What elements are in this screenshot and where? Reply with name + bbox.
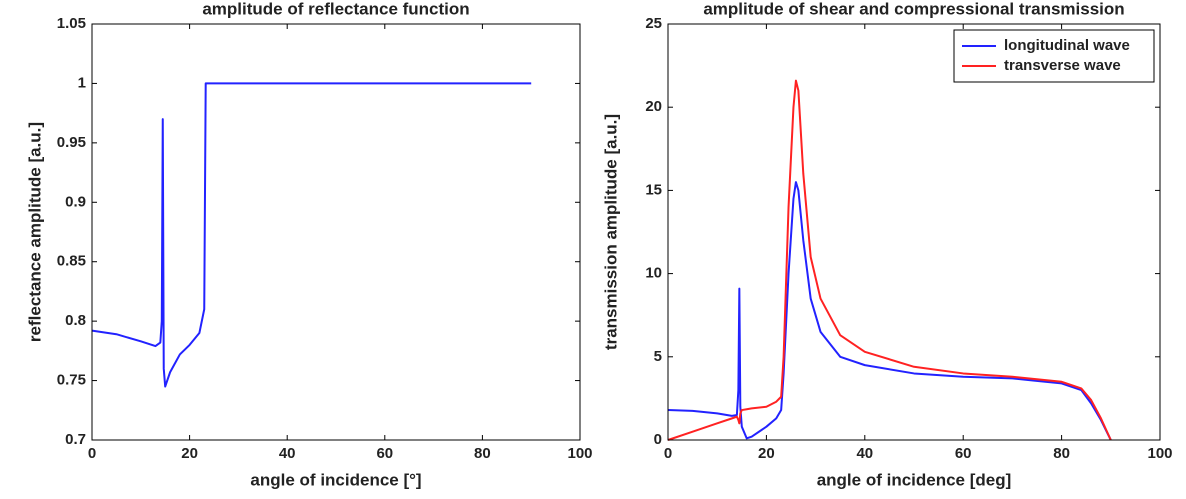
plot-frame — [667, 23, 1161, 441]
y-tick-label: 5 — [654, 348, 662, 365]
series-line — [667, 181, 1112, 441]
series-line — [91, 82, 532, 388]
y-tick-label: 0.85 — [57, 253, 86, 270]
y-tick-label: 1 — [78, 74, 86, 91]
y-tick-label: 1.05 — [57, 15, 86, 32]
x-tick-label: 0 — [664, 445, 672, 462]
chart-title: amplitude of reflectance function — [202, 0, 469, 18]
x-tick-label: 60 — [376, 445, 393, 462]
plot-frame — [91, 23, 581, 441]
y-tick-label: 20 — [645, 98, 662, 115]
series-line — [667, 79, 1112, 441]
legend-box — [953, 29, 1155, 83]
x-axis-label: angle of incidence [deg] — [817, 470, 1012, 489]
chart-title: amplitude of shear and compressional tra… — [703, 0, 1124, 18]
x-tick-label: 100 — [1147, 445, 1172, 462]
y-tick-label: 15 — [645, 181, 662, 198]
y-tick-label: 0.8 — [65, 312, 86, 329]
x-tick-label: 80 — [474, 445, 491, 462]
y-tick-label: 0 — [654, 431, 662, 448]
x-axis-label: angle of incidence [°] — [250, 470, 421, 489]
x-tick-label: 40 — [856, 445, 873, 462]
y-axis-label: reflectance amplitude [a.u.] — [25, 122, 44, 342]
y-tick-label: 25 — [645, 15, 662, 32]
x-tick-label: 20 — [181, 445, 198, 462]
x-tick-label: 40 — [279, 445, 296, 462]
legend-label: transverse wave — [1004, 57, 1121, 74]
y-tick-label: 0.95 — [57, 134, 86, 151]
y-tick-label: 0.7 — [65, 431, 86, 448]
y-tick-label: 0.75 — [57, 372, 86, 389]
y-tick-label: 10 — [645, 265, 662, 282]
x-tick-label: 0 — [88, 445, 96, 462]
x-tick-label: 100 — [567, 445, 592, 462]
legend-label: longitudinal wave — [1004, 37, 1130, 54]
x-tick-label: 80 — [1053, 445, 1070, 462]
y-axis-label: transmission amplitude [a.u.] — [601, 114, 620, 350]
x-tick-label: 60 — [955, 445, 972, 462]
x-tick-label: 20 — [758, 445, 775, 462]
y-tick-label: 0.9 — [65, 193, 86, 210]
